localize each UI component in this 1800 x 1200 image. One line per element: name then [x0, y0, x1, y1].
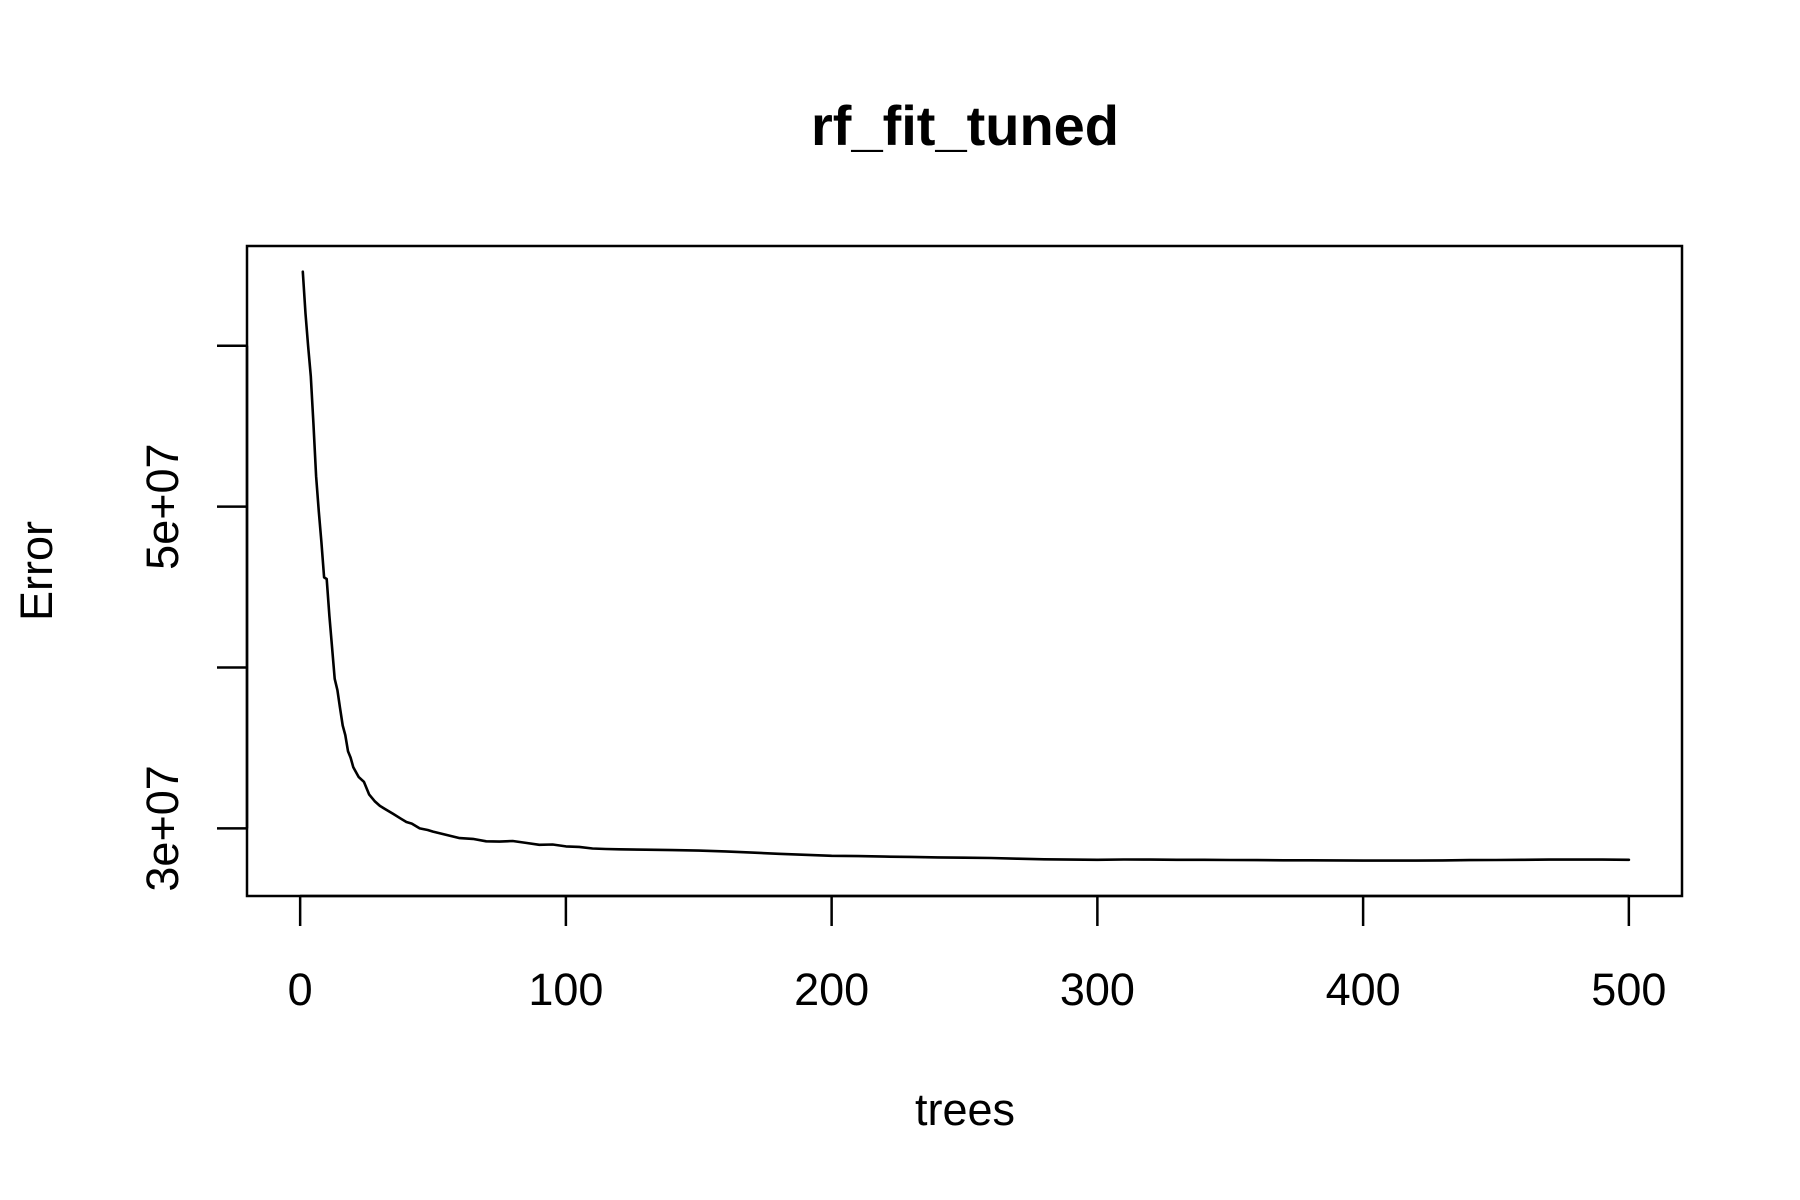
chart-title: rf_fit_tuned — [811, 94, 1119, 157]
x-tick-label: 0 — [288, 964, 313, 1015]
x-tick-label: 500 — [1591, 964, 1666, 1015]
x-axis-label: trees — [915, 1084, 1015, 1135]
x-tick-label: 300 — [1060, 964, 1135, 1015]
x-tick-label: 200 — [794, 964, 869, 1015]
y-tick-label: 5e+07 — [137, 443, 188, 569]
error-line — [301, 270, 1631, 862]
x-tick-label: 100 — [528, 964, 603, 1015]
y-tick-label: 3e+07 — [137, 765, 188, 891]
plot-frame — [245, 244, 1684, 898]
x-axis: 0 100 200 300 400 500 — [288, 894, 1666, 1015]
y-axis: 3e+07 5e+07 — [137, 344, 249, 892]
x-tick-label: 400 — [1326, 964, 1401, 1015]
y-axis-label: Error — [11, 521, 62, 621]
